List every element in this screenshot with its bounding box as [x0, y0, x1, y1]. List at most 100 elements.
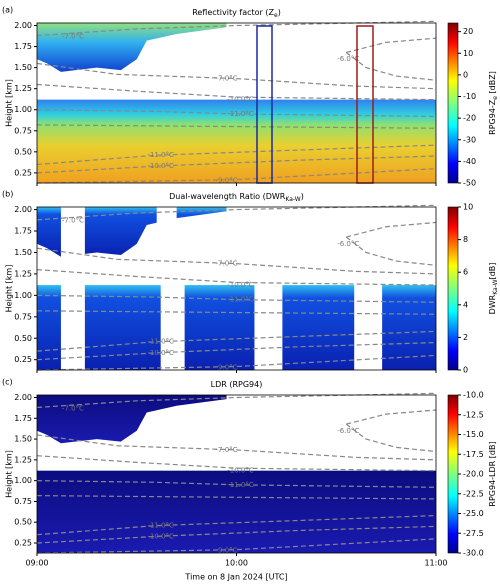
y-tick-label: 1.75: [14, 42, 32, 51]
panel-label: (b): [2, 190, 13, 199]
radar-field: [84, 285, 161, 370]
panel-label: (c): [2, 378, 13, 387]
colorbar-tick-label: -50: [463, 179, 476, 188]
isotherm-label: -6.0°C: [337, 240, 359, 248]
y-tick-label: 0.75: [14, 312, 32, 321]
isotherm: [36, 204, 437, 221]
isotherm: [36, 538, 437, 554]
text-part: Dual-wavelength Ratio (DWR: [169, 192, 286, 201]
text-part: ): [278, 8, 281, 17]
colorbar-tick-label: 10: [463, 49, 473, 58]
colorbar-tick-label: -20: [463, 114, 476, 123]
text-part: RPG94-LDR [dB]: [488, 441, 497, 506]
colorbar: [447, 22, 459, 184]
isotherm: [36, 155, 437, 174]
y-tick-label: 1.50: [14, 435, 32, 444]
isotherm: [36, 124, 437, 129]
x-tick-label: 10:00: [225, 559, 248, 568]
panel-label: (a): [2, 6, 13, 15]
radar-field: [184, 285, 255, 370]
isotherm: [36, 62, 437, 90]
text-part: Ka-W: [285, 196, 300, 203]
colorbar-tick-label: -12.5: [463, 410, 484, 419]
colorbar-tick-label: 0: [463, 366, 468, 375]
isotherm-label: -9.0°C: [216, 176, 238, 184]
y-tick-label: 0.50: [14, 147, 32, 156]
colorbar-tick-label: 6: [463, 268, 468, 277]
y-tick-label: 1.75: [14, 227, 32, 236]
text-part: DWR: [488, 294, 497, 314]
isotherm-label: -7.0°C: [62, 404, 84, 412]
y-axis-label: Height [km]: [5, 265, 14, 313]
isotherm: [346, 37, 437, 54]
isotherm: [36, 330, 437, 352]
colorbar-label: RPG94-LDR [dB]: [488, 441, 497, 506]
isotherm-label: -6.0°C: [337, 427, 359, 435]
isotherm: [36, 109, 437, 118]
isotherm-label: -10.0°C: [227, 281, 254, 289]
colorbar-tick-label: 2: [463, 333, 468, 342]
colorbar-tick-label: -30.0: [463, 549, 484, 558]
isotherm-label: -7.0°C: [216, 260, 238, 268]
radar-field: [382, 285, 436, 370]
isotherm-label: -10.0°C: [147, 532, 174, 540]
isotherm-label: -9.0°C: [216, 547, 238, 555]
isotherm-label: -10.0°C: [147, 349, 174, 357]
text-part: RPG94-Z: [488, 99, 497, 135]
isotherm: [36, 480, 437, 488]
x-tick-label: 11:00: [424, 559, 447, 568]
isotherm-label: -11.0°C: [147, 338, 174, 346]
y-tick-label: 1.50: [14, 63, 32, 72]
colorbar-tick-label: -10.0: [463, 391, 484, 400]
colorbar-tick-label: -17.5: [463, 450, 484, 459]
isotherm-label: -9.0°C: [216, 363, 238, 371]
y-tick-label: 0.50: [14, 334, 32, 343]
y-tick-label: 2.00: [14, 21, 32, 30]
colorbar: [447, 206, 459, 371]
isotherm: [36, 514, 437, 536]
text-part: [dB]: [488, 263, 497, 280]
y-tick-label: 1.25: [14, 84, 32, 93]
colorbar: [447, 394, 459, 554]
y-tick-label: 0.25: [14, 539, 32, 548]
isotherm: [346, 221, 437, 238]
isotherm: [36, 83, 437, 101]
radar-field: [37, 285, 61, 370]
isotherm: [36, 294, 437, 303]
colorbar-tick-label: 0: [463, 70, 468, 79]
isotherm-label: -7.0°C: [216, 75, 238, 83]
radar-field: [37, 23, 227, 72]
y-tick-label: 0.50: [14, 518, 32, 527]
isotherm-label: -10.0°C: [227, 467, 254, 475]
colorbar-tick-label: -20.0: [463, 470, 484, 479]
isotherm: [36, 525, 437, 544]
isotherm-label: -7.0°C: [62, 32, 84, 40]
colorbar-label: DWRKa-W[dB]: [488, 263, 500, 315]
isotherm-label: -11.0°C: [147, 151, 174, 159]
isotherm: [36, 354, 437, 371]
colorbar-tick-label: -27.5: [463, 529, 484, 538]
y-tick-label: 1.50: [14, 248, 32, 257]
colorbar-tick-label: 4: [463, 300, 468, 309]
isotherm: [345, 423, 437, 453]
colorbar-tick-label: -30: [463, 135, 476, 144]
isotherm: [36, 269, 437, 286]
gap: [156, 207, 177, 270]
x-tick-label: 09:00: [25, 559, 48, 568]
isotherm: [36, 495, 437, 500]
y-tick-label: 0.25: [14, 355, 32, 364]
isotherm: [36, 310, 437, 315]
text-part: LDR (RPG94): [211, 380, 263, 389]
colorbar-tick-label: -10: [463, 92, 476, 101]
x-axis-label: Time on 8 Jan 2024 [UTC]: [184, 573, 287, 582]
isotherm: [36, 168, 437, 184]
isotherm-label: -11.0°C: [227, 481, 254, 489]
colorbar-tick-label: -22.5: [463, 489, 484, 498]
y-tick-label: 0.75: [14, 126, 32, 135]
isotherm-label: -11.0°C: [227, 110, 254, 118]
isotherm-label: -10.0°C: [147, 162, 174, 170]
isotherm: [36, 144, 437, 166]
text-part: Ka-W: [492, 279, 499, 294]
